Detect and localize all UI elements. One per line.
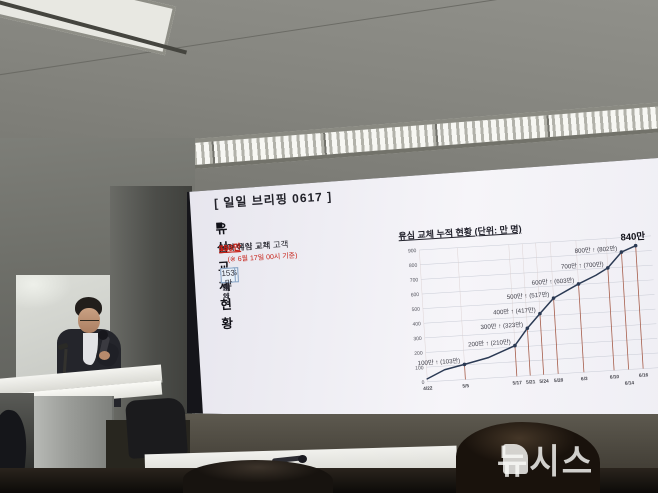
y-gridline [420, 250, 652, 265]
y-tick-label: 600 [411, 292, 420, 299]
x-tick-label: 4/22 [423, 385, 433, 392]
y-gridline [427, 367, 658, 383]
data-point [525, 326, 530, 331]
y-tick-label: 500 [411, 307, 420, 314]
x-tick-label: 6/10 [610, 374, 620, 381]
y-gridline [423, 308, 656, 324]
presenter-glasses [80, 317, 99, 321]
milestone-drop-line [621, 252, 630, 370]
audience-head [183, 460, 333, 493]
y-gridline [422, 279, 654, 295]
milestone-drop-line [526, 328, 531, 376]
y-tick-label: 400 [412, 321, 421, 328]
usim-cumulative-chart: 0 100 200 300 400 500 600 700 800 900 4/22 5/5 5/17 5… [408, 230, 658, 392]
table-microphone-head [298, 455, 307, 463]
data-point [462, 362, 467, 367]
milestone-drop-line [578, 283, 585, 373]
y-tick-label: 300 [413, 336, 422, 343]
y-tick-label: 700 [410, 277, 419, 284]
y-tick-label: 100 [415, 365, 424, 372]
milestone-annotation: 100만 ↑ (103만) [417, 357, 460, 368]
y-tick-label: 900 [408, 248, 417, 255]
milestone-annotation: 200만 ↑ (210만) [468, 338, 511, 349]
y-gridline [421, 264, 653, 280]
data-point [633, 243, 638, 248]
slide-title: [ 일일 브리핑 0617 ] [213, 189, 333, 211]
presenter-shirt [83, 333, 98, 365]
milestone-drop-line [539, 313, 545, 375]
milestone-annotation: 800만 ↑ (802만) [574, 244, 617, 255]
x-tick-label: 5/5 [462, 383, 469, 389]
x-gridline [419, 250, 428, 382]
y-gridline [424, 323, 657, 339]
y-tick-label: 800 [409, 263, 418, 270]
data-point [619, 250, 624, 254]
milestone-annotation: 500만 ↑ (517만) [506, 290, 549, 301]
y-gridline [419, 235, 651, 251]
milestone-annotation: 400만 ↑ (417만) [493, 306, 536, 317]
microphone-head [98, 330, 108, 340]
x-gridline [457, 247, 466, 380]
x-tick-label: 6/14 [625, 380, 635, 387]
presenter-hand [99, 351, 110, 360]
milestone-annotation: 700만 ↑ (700만) [561, 260, 604, 271]
briefing-slide: [ 일일 브리핑 0617 ] ■ 유심 교체 현황 ➢ 누적 유심 교체 고객… [189, 158, 658, 426]
milestone-drop-line [464, 364, 466, 380]
data-point [576, 282, 581, 286]
endpoint-label: 840만 [620, 230, 646, 243]
y-tick-label: 200 [414, 351, 423, 358]
data-point [538, 311, 542, 316]
x-tick-label: 5/17 [512, 380, 522, 387]
milestone-drop-line [514, 345, 518, 377]
summary-remaining: 153만 [218, 241, 242, 254]
data-point [551, 296, 556, 300]
data-point [606, 266, 610, 270]
milestone-annotation: 600만 ↑ (603만) [531, 276, 574, 287]
milestone-drop-line [553, 298, 559, 374]
x-tick-label: 5/24 [539, 378, 549, 385]
newsis-logo-icon [503, 444, 528, 474]
y-gridline [425, 338, 658, 353]
x-tick-label: 6/3 [581, 376, 588, 382]
milestone-drop-line [607, 267, 615, 371]
office-chair [125, 397, 188, 459]
milestone-drop-line [635, 245, 644, 369]
x-tick-label: 6/16 [639, 372, 649, 379]
milestone-annotation: 300만 ↑ (323만) [480, 320, 523, 331]
newsis-watermark: 뉴시스 [497, 433, 657, 485]
presentation-screen: [ 일일 브리핑 0617 ] ■ 유심 교체 현황 ➢ 누적 유심 교체 고객… [187, 158, 658, 426]
audience-head [456, 422, 600, 493]
data-point [513, 343, 517, 348]
x-tick-label: 5/21 [526, 379, 536, 386]
y-gridline [422, 294, 655, 309]
y-tick-label: 0 [421, 380, 424, 386]
x-tick-label: 5/28 [554, 377, 564, 384]
table-cell: 153만 [220, 267, 237, 288]
